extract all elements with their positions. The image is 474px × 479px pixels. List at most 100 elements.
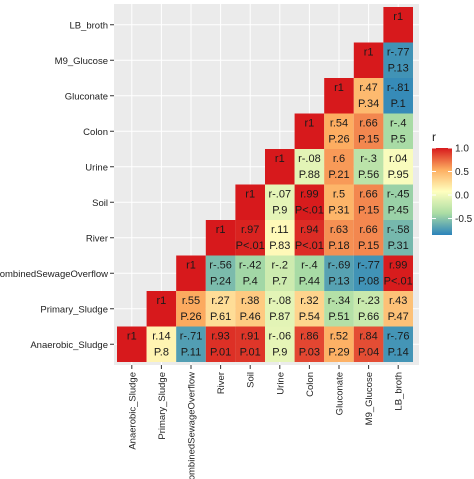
heatmap-cell: r-.77 P.08	[353, 255, 384, 291]
cell-fill	[353, 113, 384, 149]
cell-fill	[146, 291, 177, 327]
legend-tick-label: -0.5	[455, 214, 473, 225]
cell-p-label: P<.01	[295, 205, 324, 217]
cell-fill	[205, 326, 236, 362]
heatmap-cell: r.97 P<.01	[235, 220, 265, 256]
cell-r-label: r.47	[359, 82, 377, 94]
legend-tick-label: 0.0	[455, 191, 469, 202]
cell-p-label: P.9	[272, 347, 287, 359]
heatmap-cell: r.04 P.95	[383, 149, 413, 185]
heatmap-cell: r.55 P.26	[176, 291, 206, 327]
cell-r-label: r.66	[359, 189, 377, 201]
cell-fill	[353, 326, 384, 362]
heatmap-cell: r-.58 P.31	[383, 220, 413, 256]
heatmap-cell: r.66 P.15	[353, 184, 384, 220]
heatmap-cell: r-.23 P.66	[353, 291, 384, 327]
cell-fill	[324, 326, 354, 362]
cell-r-label: r.32	[300, 295, 318, 307]
cell-p-label: P.51	[328, 311, 349, 323]
heatmap-cell: r-.08 P.88	[294, 149, 325, 185]
cell-p-label: P.46	[240, 311, 261, 323]
cell-r-label: r1	[275, 153, 285, 165]
x-tick-label-soil: Soil	[246, 372, 257, 388]
cell-r-label: r.99	[389, 260, 407, 272]
cell-r-label: r.99	[300, 189, 318, 201]
heatmap-cell: r1	[146, 291, 177, 327]
cell-fill	[383, 184, 413, 220]
heatmap-cell: r1	[235, 184, 265, 220]
cell-r-label: r-.45	[387, 189, 410, 201]
cell-r-label: r-.77	[387, 47, 410, 59]
cell-fill	[205, 220, 236, 256]
y-axis: Anaerobic_Sludge Primary_Sludge CombinedSe…	[0, 20, 114, 351]
heatmap-cell: r.43 P.47	[383, 291, 413, 327]
cell-p-label: P.11	[181, 347, 201, 359]
cell-r-label: r.14	[152, 331, 170, 343]
cell-p-label: P.31	[328, 205, 349, 217]
cell-r-label: r-.34	[328, 295, 351, 307]
cell-fill	[176, 326, 206, 362]
cell-fill	[235, 255, 265, 291]
heatmap-cell: r.11 P.83	[265, 220, 295, 256]
cell-p-label: P.34	[358, 98, 379, 110]
cell-r-label: r.93	[211, 331, 229, 343]
heatmap-cell: r.6 P.21	[324, 149, 354, 185]
cell-r-label: r-.71	[180, 331, 203, 343]
heatmap-cell: r.66 P.15	[353, 220, 384, 256]
cell-r-label: r.97	[241, 224, 259, 236]
legend-title: r	[432, 130, 436, 144]
x-tick-label-m9-glucose: M9_Glucose	[364, 372, 375, 425]
heatmap-cell: r.94 P<.01	[294, 220, 325, 256]
cell-p-label: P.9	[272, 205, 287, 217]
heatmap-cell: r.86 P.03	[294, 326, 325, 362]
heatmap-cell: r1	[324, 78, 354, 114]
cell-fill	[235, 184, 265, 220]
cell-fill	[294, 255, 325, 291]
cell-fill	[294, 113, 325, 149]
cell-r-label: r.94	[300, 224, 318, 236]
cell-p-label: P.26	[180, 311, 201, 323]
cell-p-label: P.61	[210, 311, 231, 323]
cell-fill	[383, 113, 413, 149]
cell-fill	[353, 149, 384, 185]
cell-p-label: P.14	[388, 347, 409, 359]
cell-p-label: P.31	[388, 240, 409, 252]
cell-r-label: r1	[364, 47, 374, 59]
cell-r-label: r1	[216, 224, 226, 236]
heatmap-cell: r1	[205, 220, 236, 256]
x-axis: Anaerobic_Sludge Primary_Sludge CombinedSe…	[127, 365, 405, 479]
cell-r-label: r.04	[389, 153, 407, 165]
cell-r-label: r.66	[359, 118, 377, 130]
cell-r-label: r1	[305, 118, 315, 130]
cell-p-label: P.01	[210, 347, 231, 359]
cell-p-label: P.88	[299, 169, 320, 181]
cell-r-label: r-.76	[387, 331, 410, 343]
cell-p-label: P.18	[328, 240, 349, 252]
cell-r-label: r.6	[333, 153, 345, 165]
x-tick-label-anaerobic-sludge: Anaerobic_Sludge	[127, 372, 138, 450]
heatmap-cell: r-.76 P.14	[383, 326, 413, 362]
y-tick-label-primary-sludge: Primary_Sludge	[40, 304, 108, 315]
cell-p-label: P<.01	[384, 276, 413, 288]
heatmap-cell: r-.77 P.13	[383, 42, 413, 78]
cell-fill	[294, 220, 325, 256]
cell-fill	[353, 184, 384, 220]
cell-r-label: r1	[127, 331, 137, 343]
cell-p-label: P.08	[358, 276, 379, 288]
cell-p-label: P.1	[391, 98, 406, 110]
cell-p-label: P.15	[358, 205, 379, 217]
y-tick-label-colon: Colon	[83, 127, 108, 138]
cell-p-label: P.44	[299, 276, 320, 288]
cell-r-label: r-.4	[390, 118, 407, 130]
cell-p-label: P.15	[358, 134, 379, 146]
cell-fill	[205, 255, 236, 291]
heatmap-cell: r.99 P<.01	[383, 255, 413, 291]
cell-fill	[353, 255, 384, 291]
cell-fill	[205, 291, 236, 327]
cell-p-label: P.8	[154, 347, 169, 359]
cell-r-label: r.52	[330, 331, 348, 343]
x-tick-label-combinedsewageoverflow: CombinedSewageOverflow	[187, 372, 198, 479]
cell-r-label: r-.56	[209, 260, 232, 272]
heatmap-cell: r.84 P.04	[353, 326, 384, 362]
cell-p-label: P.95	[388, 169, 409, 181]
